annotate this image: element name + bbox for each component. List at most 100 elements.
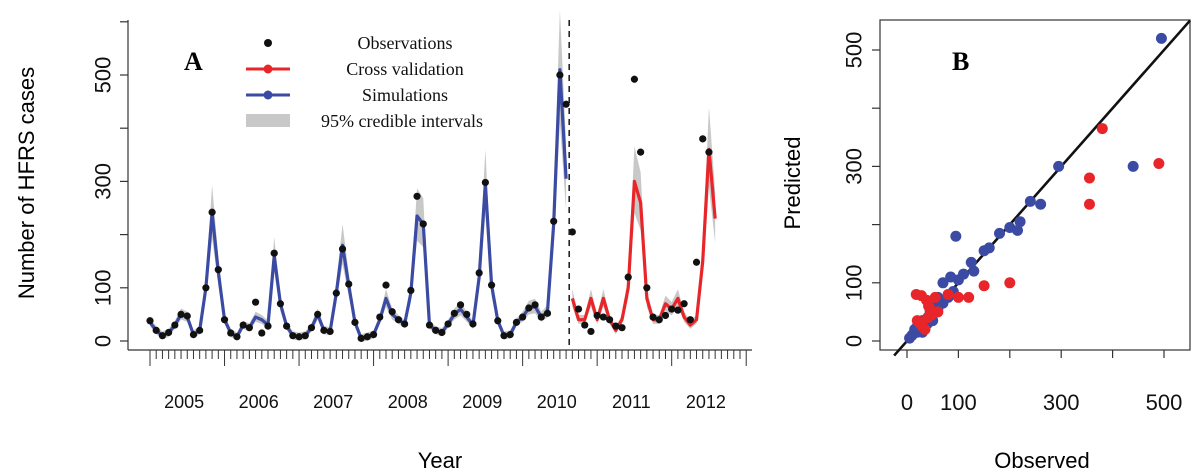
cross-validation-point <box>919 323 931 335</box>
observation-point <box>649 313 657 321</box>
y-tick-label-a: 500 <box>91 57 116 94</box>
observation-point <box>481 178 489 187</box>
simulation-point <box>1155 32 1167 44</box>
simulation-point <box>1127 160 1139 172</box>
observation-point <box>668 305 676 313</box>
simulation-point <box>994 227 1006 239</box>
y-tick-label-a: 300 <box>91 163 116 200</box>
simulation-point <box>1024 195 1036 207</box>
plot-frame-b <box>879 19 1191 351</box>
observation-point <box>220 316 229 324</box>
panel-b: 0 100 300 500 0 100 300 500 B Observed Predicte… <box>780 19 1191 473</box>
cross-validation-point <box>963 291 975 303</box>
panel-a: 0 100 300 500 2005 2006 2007 2008 2009 2010 2011 20… <box>14 9 752 473</box>
simulation-point <box>958 268 970 280</box>
observation-point <box>214 266 222 274</box>
observation-point <box>624 273 632 281</box>
observation-point <box>463 310 471 318</box>
observation-point <box>456 301 465 309</box>
simulation-point <box>1053 160 1065 172</box>
observation-point <box>500 332 508 340</box>
observation-point <box>674 306 682 314</box>
observation-point <box>630 75 639 83</box>
observation-point <box>158 332 167 340</box>
observation-point <box>345 280 353 288</box>
observation-point <box>369 331 378 339</box>
observation-point <box>543 309 552 317</box>
observation-point <box>239 321 247 329</box>
legend-label: Observations <box>358 33 453 53</box>
cross-validation-point <box>978 280 990 292</box>
observation-point <box>251 298 260 306</box>
observation-point <box>183 312 191 320</box>
observation-point <box>382 281 390 289</box>
observation-point <box>314 310 322 318</box>
observation-point <box>568 228 576 236</box>
observation-point <box>525 304 533 312</box>
y-tick-label-b: 300 <box>842 148 867 185</box>
observation-point <box>227 329 235 337</box>
observation-point <box>202 284 210 292</box>
observation-point <box>357 334 365 342</box>
cross-validation-point <box>1004 277 1016 289</box>
observation-point <box>307 324 316 332</box>
y-axis-label-a: Number of HFRS cases <box>14 67 39 299</box>
observation-point <box>686 316 694 324</box>
simulation-point <box>983 242 995 254</box>
cross-validation-point <box>1096 123 1108 135</box>
legend-marker <box>264 39 272 47</box>
observation-point <box>643 284 651 292</box>
observation-point <box>705 148 713 156</box>
observation-point <box>487 281 496 289</box>
x-tick-label-b: 500 <box>1146 390 1183 415</box>
axes-b: 0 100 300 500 0 100 300 500 <box>842 19 1191 415</box>
observation-point <box>301 332 309 340</box>
observation-point <box>680 300 688 308</box>
observation-point <box>531 301 539 309</box>
scatter-points <box>904 32 1167 344</box>
legend-label: 95% credible intervals <box>321 111 483 131</box>
legend-label: Cross validation <box>346 59 464 79</box>
observation-point <box>612 322 620 330</box>
simulation-point <box>937 277 949 289</box>
observation-point <box>599 313 607 321</box>
simulation-point <box>945 271 957 283</box>
observation-point <box>556 71 564 79</box>
simulation-point <box>904 332 916 344</box>
cross-validation-point <box>1083 172 1095 184</box>
y-axis-label-b: Predicted <box>780 137 805 230</box>
observation-point <box>699 135 707 143</box>
cross-validation-point <box>911 315 923 327</box>
x-tick-label-b: 100 <box>940 390 977 415</box>
observation-point <box>512 318 521 326</box>
cross-validation-point <box>1153 157 1165 169</box>
axes-a: 0 100 300 500 2005 2006 2007 2008 2009 2010 2011 20… <box>91 20 752 412</box>
observation-point <box>208 208 216 216</box>
observation-point <box>407 286 415 295</box>
observation-point <box>537 313 545 321</box>
observation-point <box>519 313 527 321</box>
observation-point <box>177 310 185 318</box>
observation-point <box>494 317 502 325</box>
observation-point <box>276 300 285 308</box>
observation-point <box>376 313 384 321</box>
cross-validation-point <box>952 291 964 303</box>
observation-point <box>425 321 434 329</box>
x-tick-label-a: 2009 <box>462 392 502 412</box>
x-tick-label-a: 2006 <box>239 392 279 412</box>
observation-point <box>661 311 670 320</box>
x-axis-label-a: Year <box>418 448 462 473</box>
observation-point <box>475 269 483 277</box>
cross-validation-point <box>942 288 954 300</box>
observation-point <box>605 316 614 324</box>
observation-point <box>438 328 446 337</box>
observation-point <box>295 333 303 341</box>
legend-label: Simulations <box>362 85 448 105</box>
observation-point <box>655 316 663 324</box>
cross-validation-point <box>922 312 934 324</box>
observation-point <box>332 289 340 297</box>
simulation-line <box>148 68 568 340</box>
y-tick-label-a: 0 <box>91 335 116 347</box>
observation-point <box>637 148 645 156</box>
